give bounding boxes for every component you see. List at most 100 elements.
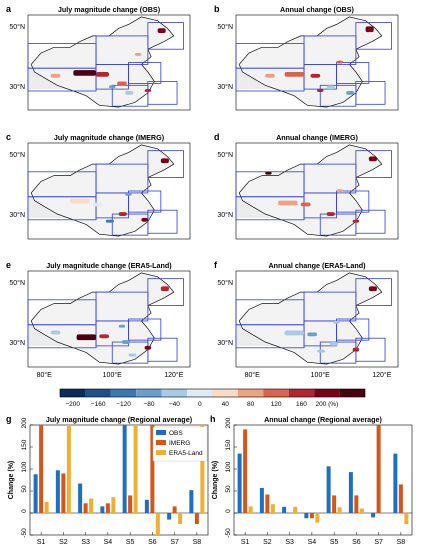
map-panel-d: d Annual change (IMERG) 50°N 30°N xyxy=(214,132,399,240)
y-tick-label: 100 xyxy=(225,461,232,472)
region-box-s8 xyxy=(355,81,386,105)
change-patch xyxy=(310,73,321,78)
lat-tick-label: 30°N xyxy=(217,83,233,91)
bar-obs-s4 xyxy=(100,506,105,513)
colorbar-tick-label: 0 xyxy=(198,401,202,408)
colorbar-tick-label: −160 xyxy=(91,401,106,408)
region-box-s4 xyxy=(355,22,392,50)
colorbar-segment xyxy=(263,389,289,397)
panel-title: July magnitude change (IMERG) xyxy=(54,133,165,142)
change-patch xyxy=(160,286,169,292)
y-tick-label: 150 xyxy=(225,439,232,450)
legend-label: ERA5-Land xyxy=(169,450,203,457)
bar-era5-land-s1 xyxy=(248,506,253,513)
region-box-s6 xyxy=(336,318,370,341)
bar-imerg-s1 xyxy=(39,425,44,513)
lon-tick-label: 120°E xyxy=(164,371,183,379)
y-tick-label: 50 xyxy=(225,485,232,493)
y-tick-label: 100 xyxy=(21,461,28,472)
colorbar-tick-label: 40 xyxy=(222,401,230,408)
change-patch xyxy=(50,73,61,78)
colorbar-tick-label: −200 xyxy=(65,401,80,408)
x-tick-label: S5 xyxy=(126,539,135,546)
change-patch xyxy=(105,219,114,223)
colorbar-segment xyxy=(85,389,111,397)
change-patch xyxy=(300,202,311,207)
lon-tick-label: 100°E xyxy=(103,371,122,379)
change-patch xyxy=(92,202,103,207)
bar-obs-s6 xyxy=(144,499,149,513)
change-patch xyxy=(128,353,137,357)
x-tick-label: S7 xyxy=(170,539,179,546)
lat-tick-label: 50°N xyxy=(9,151,25,159)
change-patch xyxy=(346,91,355,95)
bar-era5-land-s8 xyxy=(200,425,205,513)
change-patch xyxy=(109,85,116,89)
y-axis-label: Change (%) xyxy=(212,461,219,500)
change-patch xyxy=(368,156,377,162)
lat-tick-label: 50°N xyxy=(9,279,25,287)
bar-obs-s6 xyxy=(348,472,353,513)
bar-imerg-s3 xyxy=(83,503,88,513)
x-tick-label: S7 xyxy=(374,539,383,546)
change-patch xyxy=(284,72,305,77)
x-tick-label: S1 xyxy=(37,539,46,546)
region-box-s4 xyxy=(355,150,392,178)
region-box-s6 xyxy=(336,190,370,213)
panel-title: Annual change (OBS) xyxy=(280,5,354,14)
lon-tick-label: 100°E xyxy=(311,371,330,379)
change-patch xyxy=(333,320,340,324)
y-tick-label: 200 xyxy=(21,417,28,428)
chart-frame xyxy=(233,424,413,536)
bar-imerg-s8 xyxy=(398,484,403,513)
change-patch xyxy=(70,198,90,204)
colorbar-segment xyxy=(212,389,238,397)
lat-tick-label: 50°N xyxy=(217,151,233,159)
colorbar-segment xyxy=(136,389,162,397)
map-panel-b: b Annual change (OBS) 50°N 30°N xyxy=(214,4,399,111)
change-patch xyxy=(125,91,134,95)
region-box-s4 xyxy=(147,22,184,50)
colorbar-tick-label: −40 xyxy=(169,401,180,408)
x-tick-label: S1 xyxy=(241,539,250,546)
bar-chart-h: h Annual change (Regional average) -50 0 50 1… xyxy=(210,414,413,546)
change-patch xyxy=(117,81,127,86)
panel-letter: e xyxy=(6,260,11,270)
y-tick-label: 0 xyxy=(225,509,232,513)
colorbar-tick-label: 80 xyxy=(247,401,255,408)
panel-letter: d xyxy=(214,132,220,142)
lat-tick-label: 50°N xyxy=(217,23,233,31)
legend-label: OBS xyxy=(169,430,183,437)
change-patch xyxy=(326,212,335,216)
panel-letter: a xyxy=(6,4,12,14)
chart-title: July magnitude change (Regional average) xyxy=(46,415,193,424)
bar-obs-s2 xyxy=(259,487,264,513)
change-patch xyxy=(336,60,343,64)
bar-era5-land-s2 xyxy=(270,504,275,513)
map-panel-a: a July magnitude change (OBS) 50°N 30°N xyxy=(6,4,191,111)
bar-obs-s3 xyxy=(282,506,287,513)
colorbar-tick-label: −80 xyxy=(143,401,154,408)
y-tick-label: -50 xyxy=(225,528,232,538)
colorbar-segment xyxy=(110,389,137,397)
panel-letter: c xyxy=(6,132,11,142)
y-axis-label: Change (%) xyxy=(8,461,15,500)
bar-era5-land-s7 xyxy=(178,513,183,524)
bar-era5-land-s4 xyxy=(315,513,320,523)
bar-era5-land-s2 xyxy=(66,425,71,513)
legend-swatch xyxy=(156,450,166,455)
lat-tick-label: 30°N xyxy=(9,339,25,347)
lon-tick-label: 80°E xyxy=(245,371,261,379)
colorbar-frame xyxy=(59,388,366,398)
change-patch xyxy=(336,189,343,192)
legend-label: IMERG xyxy=(169,440,190,447)
region-box-s4 xyxy=(147,278,184,306)
bar-imerg-s6 xyxy=(150,425,155,513)
map-panel-e: e July magnitude change (ERA5-Land) 50°N 30… xyxy=(6,260,191,379)
bar-imerg-s4 xyxy=(309,513,314,519)
change-patch xyxy=(76,334,97,341)
x-tick-label: S6 xyxy=(148,539,157,546)
region-box-s6 xyxy=(128,62,162,84)
change-patch xyxy=(326,85,335,90)
x-tick-label: S3 xyxy=(285,539,294,546)
